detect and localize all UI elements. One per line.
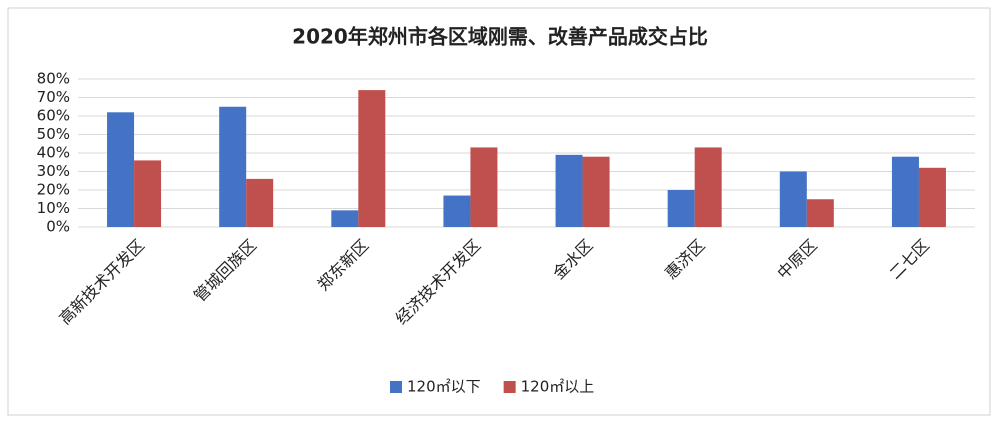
- bar: [891, 156, 919, 227]
- bar: [667, 190, 695, 227]
- y-tick-label: 60%: [37, 107, 70, 125]
- bar: [694, 147, 722, 227]
- y-tick-label: 10%: [37, 199, 70, 217]
- legend-label: 120㎡以下: [407, 378, 481, 396]
- bar: [470, 147, 498, 227]
- y-tick-label: 70%: [37, 88, 70, 106]
- y-tick-label: 30%: [37, 162, 70, 180]
- bar: [555, 154, 583, 227]
- bar: [918, 167, 946, 227]
- bar: [331, 210, 359, 227]
- y-tick-label: 50%: [37, 125, 70, 143]
- bar: [358, 90, 386, 227]
- y-tick-label: 20%: [37, 181, 70, 199]
- legend-swatch: [503, 381, 516, 393]
- y-tick-label: 80%: [37, 70, 70, 88]
- bar: [246, 178, 274, 227]
- bar: [806, 199, 834, 227]
- bar: [582, 156, 610, 227]
- bar: [443, 195, 471, 227]
- bar: [779, 171, 807, 227]
- legend-label: 120㎡以上: [521, 378, 595, 396]
- legend-swatch: [390, 381, 402, 393]
- y-tick-label: 0%: [46, 218, 70, 236]
- bar: [134, 160, 162, 227]
- chart-title: 2020年郑州市各区域刚需、改善产品成交占比: [292, 25, 708, 49]
- bar: [107, 112, 135, 227]
- y-tick-label: 40%: [37, 144, 70, 162]
- bar: [219, 106, 247, 227]
